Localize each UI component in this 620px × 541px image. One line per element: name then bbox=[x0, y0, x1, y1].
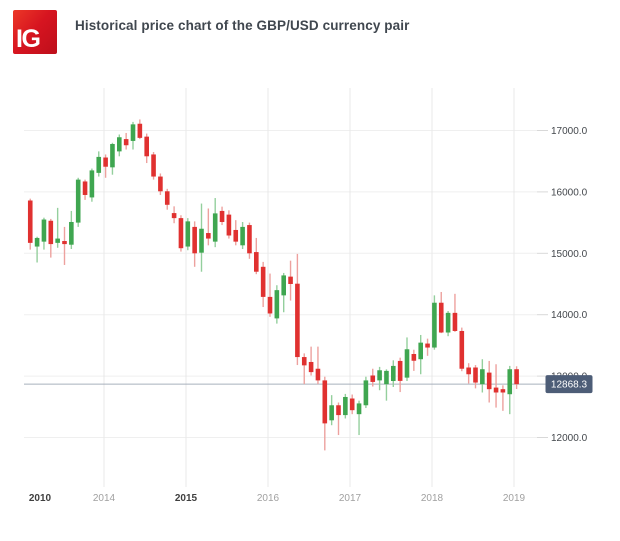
candle-body-down bbox=[308, 361, 314, 373]
candle-body-down bbox=[192, 226, 197, 254]
candle-body-down bbox=[254, 252, 259, 272]
candle-body-down bbox=[315, 368, 321, 381]
candle-body-up bbox=[55, 238, 60, 243]
candle-body-down bbox=[473, 367, 478, 383]
candle-body-down bbox=[144, 136, 149, 157]
candle-body-down bbox=[438, 302, 444, 333]
candle-body-up bbox=[356, 403, 362, 415]
candle-body-down bbox=[48, 220, 54, 245]
candle-body-up bbox=[34, 237, 40, 247]
candle-body-down bbox=[500, 389, 506, 393]
y-axis-label: 12000.0 bbox=[551, 433, 588, 444]
candle-body-up bbox=[96, 156, 102, 173]
candle-body-down bbox=[27, 200, 33, 243]
candle-body-down bbox=[260, 266, 266, 297]
candle-body-up bbox=[480, 369, 485, 385]
candle-body-up bbox=[363, 380, 369, 406]
ig-logo: IG bbox=[13, 10, 57, 54]
candle-body-up bbox=[117, 137, 122, 152]
candle-body-down bbox=[267, 296, 273, 314]
y-axis-label: 16000.0 bbox=[551, 187, 588, 198]
candle-body-up bbox=[89, 170, 95, 198]
candle-body-down bbox=[486, 372, 492, 390]
candle-body-down bbox=[206, 233, 211, 239]
candle-body-up bbox=[240, 226, 245, 246]
candle-body-down bbox=[452, 312, 458, 331]
candle-body-up bbox=[343, 396, 348, 416]
x-axis-label: 2010 bbox=[29, 493, 52, 504]
candle-body-down bbox=[411, 353, 417, 361]
candle-body-down bbox=[219, 210, 225, 222]
candle-body-down bbox=[322, 380, 328, 424]
candle-body-up bbox=[507, 369, 513, 395]
candle-body-up bbox=[384, 370, 389, 385]
candle-body-down bbox=[123, 139, 129, 146]
candle-body-down bbox=[349, 398, 355, 411]
candle-body-up bbox=[75, 179, 81, 223]
candle-body-down bbox=[288, 276, 293, 284]
candle-body-up bbox=[212, 213, 218, 242]
candle-body-down bbox=[336, 405, 341, 416]
current-price-label: 12868.3 bbox=[551, 380, 588, 391]
candle-body-down bbox=[459, 330, 465, 369]
candle-body-down bbox=[425, 343, 430, 348]
x-axis-label: 2017 bbox=[339, 493, 362, 504]
candle-body-up bbox=[274, 290, 280, 319]
candle-body-down bbox=[397, 360, 403, 381]
candle-body-up bbox=[377, 370, 382, 381]
current-price-badge bbox=[545, 375, 593, 394]
chart-header: IG Historical price chart of the GBP/USD… bbox=[0, 0, 620, 64]
candle-body-down bbox=[247, 225, 252, 254]
ig-logo-text: IG bbox=[16, 25, 41, 53]
x-axis-label: 2015 bbox=[175, 493, 198, 504]
x-axis-label: 2016 bbox=[257, 493, 280, 504]
candle-body-up bbox=[281, 275, 286, 296]
candle-body-down bbox=[178, 218, 184, 249]
candle-body-up bbox=[69, 221, 74, 245]
candle-body-down bbox=[514, 369, 519, 385]
candle-body-down bbox=[151, 154, 156, 177]
candle-body-up bbox=[391, 365, 396, 382]
candle-body-up bbox=[185, 221, 191, 247]
candle-body-up bbox=[445, 312, 451, 333]
candle-body-down bbox=[233, 229, 239, 242]
candle-body-down bbox=[158, 176, 163, 192]
candle-body-down bbox=[82, 181, 88, 195]
y-axis-label: 17000.0 bbox=[551, 126, 588, 137]
candle-body-down bbox=[103, 157, 108, 167]
candle-body-down bbox=[171, 213, 177, 219]
candle-body-down bbox=[137, 123, 143, 138]
candle-body-down bbox=[164, 191, 170, 205]
x-axis-label: 2014 bbox=[93, 493, 116, 504]
candle-body-down bbox=[493, 387, 499, 393]
x-axis-label: 2019 bbox=[503, 493, 526, 504]
candle-body-up bbox=[404, 349, 410, 378]
y-axis-label: 15000.0 bbox=[551, 249, 588, 260]
candle-body-up bbox=[130, 124, 136, 141]
chart-title: Historical price chart of the GBP/USD cu… bbox=[75, 18, 410, 33]
candle-body-up bbox=[418, 342, 423, 360]
candle-body-up bbox=[432, 302, 437, 348]
candle-body-down bbox=[370, 375, 376, 382]
x-axis-label: 2018 bbox=[421, 493, 444, 504]
candle-body-down bbox=[466, 367, 471, 375]
candle-body-down bbox=[226, 214, 232, 236]
candle-body-down bbox=[301, 357, 307, 366]
candle-body-down bbox=[62, 241, 67, 245]
candle-body-down bbox=[295, 283, 300, 358]
candle-body-up bbox=[199, 228, 204, 253]
candle-body-up bbox=[110, 144, 115, 168]
y-axis-label: 14000.0 bbox=[551, 310, 588, 321]
candle-body-up bbox=[41, 219, 47, 242]
candle-body-up bbox=[329, 405, 334, 421]
